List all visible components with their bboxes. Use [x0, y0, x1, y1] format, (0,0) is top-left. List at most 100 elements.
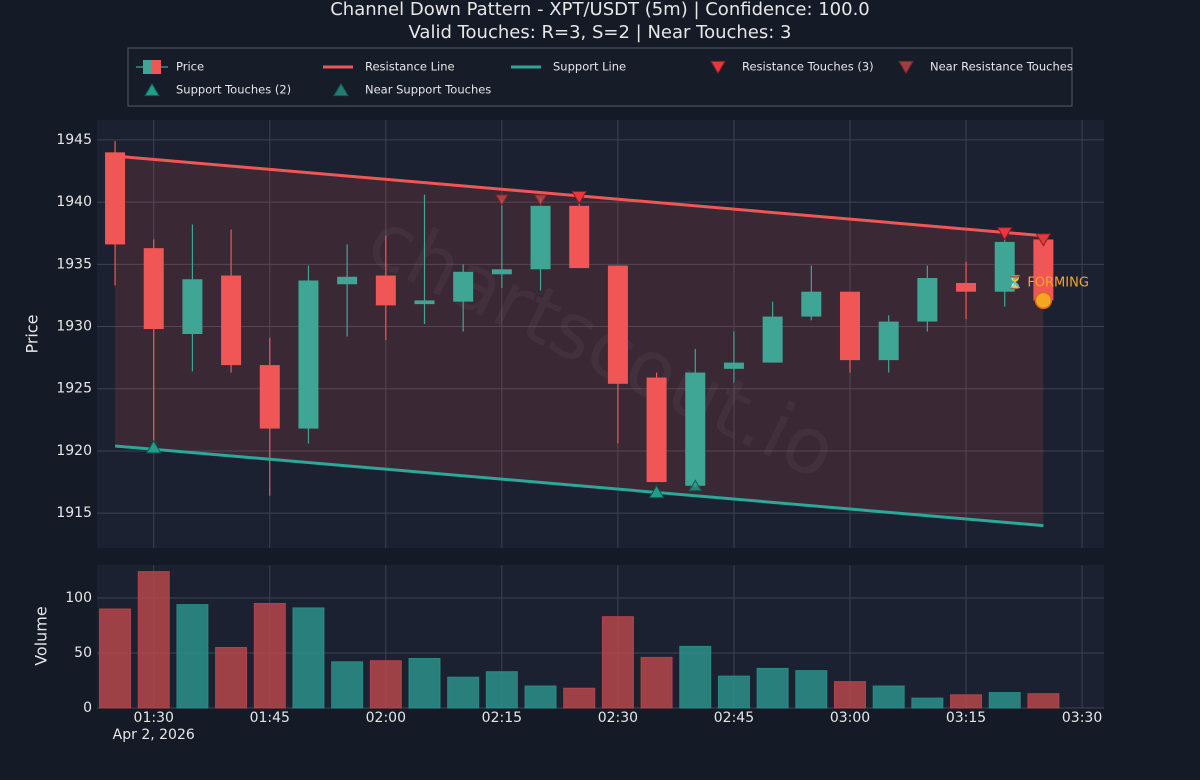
volume-bar — [215, 647, 248, 709]
y-tick-label: 1940 — [56, 194, 92, 210]
volume-bar — [447, 676, 480, 709]
y-tick-label: 1945 — [56, 132, 92, 148]
near-support-touches — [688, 479, 703, 492]
forming-marker — [1034, 291, 1053, 310]
volume-bar — [988, 692, 1021, 709]
near-resistance-touches — [533, 194, 548, 207]
volume-bar — [640, 656, 673, 709]
candle-body — [762, 316, 783, 363]
legend-label: Support Line — [553, 60, 626, 74]
volume-bar — [369, 660, 402, 709]
candle-body — [453, 271, 474, 302]
candle-body — [646, 377, 667, 483]
candle-body — [569, 205, 590, 269]
candle-body — [143, 248, 164, 330]
candle-body — [801, 291, 822, 317]
support-touches — [648, 484, 665, 499]
legend-icon — [143, 60, 152, 74]
x-tick-label: 01:45 — [250, 710, 290, 726]
volume-bar — [485, 671, 518, 709]
x-tick-label: 01:30 — [134, 710, 174, 726]
volume-bar — [911, 697, 944, 709]
legend-box — [127, 47, 1073, 107]
x-tick-label: 03:00 — [830, 710, 870, 726]
y-tick-label: 1935 — [56, 256, 92, 272]
legend-icon — [333, 82, 349, 97]
volume-bar — [524, 685, 557, 709]
volume-bar — [408, 658, 441, 709]
y-tick-label: 1920 — [56, 443, 92, 459]
candle-body — [221, 275, 242, 366]
volume-bar — [137, 571, 170, 709]
legend-icon — [152, 60, 161, 74]
volume-bar — [679, 645, 712, 709]
candle-body — [723, 362, 744, 369]
y-axis-label: Volume — [32, 606, 51, 666]
volume-bar — [795, 670, 828, 709]
x-tick-label: 02:15 — [482, 710, 522, 726]
chart-title: Channel Down Pattern - XPT/USDT (5m) | C… — [330, 0, 870, 20]
candle-body — [1033, 239, 1054, 301]
forming-label: ⏳ FORMING — [1007, 275, 1089, 291]
candle-body — [994, 241, 1015, 292]
x-date-label: Apr 2, 2026 — [113, 727, 195, 743]
candle-body — [259, 365, 280, 429]
volume-panel — [97, 565, 1104, 708]
support-line — [114, 444, 1044, 528]
candle-body — [491, 269, 512, 275]
y-tick-label: 100 — [65, 590, 92, 606]
x-tick-label: 03:15 — [946, 710, 986, 726]
y-tick-label: 1930 — [56, 319, 92, 335]
candle-body — [878, 321, 899, 361]
price-panel — [97, 120, 1104, 548]
y-tick-label: 50 — [74, 645, 92, 661]
volume-bar — [331, 661, 364, 709]
candle-body — [375, 275, 396, 306]
legend-label: Near Support Touches — [365, 83, 491, 97]
legend-icon — [144, 82, 160, 97]
support-touches — [145, 439, 162, 454]
y-tick-label: 0 — [83, 700, 92, 716]
candle-body — [607, 265, 628, 384]
candle-body — [685, 372, 706, 486]
resistance-touches — [1035, 233, 1052, 247]
candle-body — [182, 279, 203, 334]
legend-label: Resistance Line — [365, 60, 455, 74]
resistance-touches — [571, 191, 588, 205]
legend-icon — [710, 60, 726, 75]
candle-body — [105, 152, 126, 245]
candle-body — [530, 205, 551, 270]
y-axis-label: Price — [23, 314, 42, 353]
volume-bar — [950, 694, 983, 709]
volume-bar — [1027, 693, 1060, 709]
legend-label: Resistance Touches (3) — [742, 60, 874, 74]
legend-label: Near Resistance Touches — [930, 60, 1073, 74]
x-tick-label: 02:30 — [598, 710, 638, 726]
volume-bar — [99, 608, 132, 709]
candle-body — [956, 282, 977, 292]
x-tick-label: 03:30 — [1062, 710, 1102, 726]
legend-label: Price — [176, 60, 204, 74]
volume-bar — [563, 687, 596, 709]
chart-subtitle: Valid Touches: R=3, S=2 | Near Touches: … — [409, 22, 792, 43]
candle-body — [337, 276, 358, 285]
volume-bar — [253, 603, 286, 709]
volume-bar — [176, 604, 209, 709]
volume-bar — [292, 607, 325, 709]
candle-body — [839, 291, 860, 361]
volume-bar — [756, 667, 789, 709]
x-tick-label: 02:00 — [366, 710, 406, 726]
y-tick-label: 1915 — [56, 505, 92, 521]
candle-body — [298, 280, 319, 429]
volume-bar — [601, 616, 634, 709]
resistance-touches — [996, 227, 1013, 241]
volume-bar — [717, 675, 750, 709]
near-resistance-touches — [494, 194, 509, 207]
y-tick-label: 1925 — [56, 381, 92, 397]
candle-body — [414, 300, 435, 305]
legend-label: Support Touches (2) — [176, 83, 291, 97]
candle-body — [917, 278, 938, 322]
volume-bar — [872, 685, 905, 709]
x-tick-label: 02:45 — [714, 710, 754, 726]
